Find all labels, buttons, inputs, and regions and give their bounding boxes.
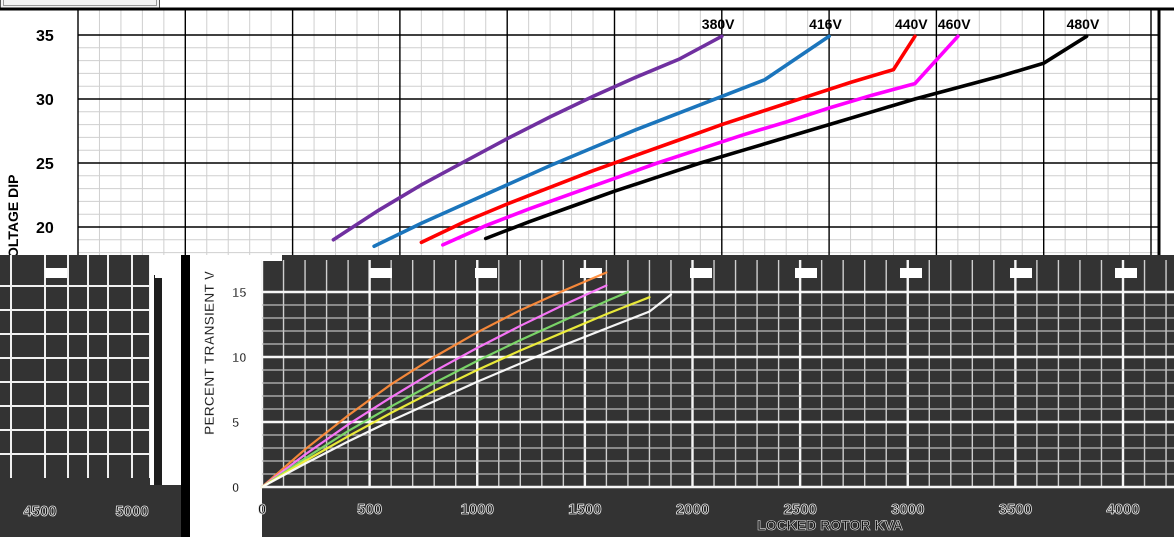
top-y-axis-label: OLTAGE DIP — [5, 175, 21, 258]
bottom-x-tick-label: 500 — [357, 501, 382, 518]
bottom-top-tick-block — [1010, 268, 1032, 278]
bottom-x-axis-label: LOCKED ROTOR KVA — [757, 517, 903, 533]
bottom-top-tick-block — [45, 268, 67, 278]
bottom-left-fragment — [0, 255, 190, 537]
top-y-tick-label: 20 — [36, 220, 54, 237]
bottom-y-tick-label: 15 — [232, 285, 246, 300]
bottom-x-tick-label: 1000 — [461, 501, 494, 518]
bottom-x-tick-label: 3500 — [999, 501, 1032, 518]
bottom-top-tick-block — [475, 268, 497, 278]
bottom-series-line-1 — [260, 271, 608, 489]
top-series-line-380V — [331, 34, 724, 242]
bottom-series-line-4 — [260, 296, 651, 489]
bottom-x-tick-label: 2500 — [783, 501, 816, 518]
bottom-x-tick-label: 1500 — [568, 501, 601, 518]
top-series-label-440V: 440V — [895, 16, 928, 32]
bottom-x-tick-label: 3000 — [891, 501, 924, 518]
bottom-top-tick-block — [155, 268, 177, 278]
voltage-dip-chart: 35 30 25 20 OLTAGE DIP 380V 416V 440V 460V 480V — [0, 7, 1174, 270]
top-series-label-416V: 416V — [809, 16, 842, 32]
bottom-series-line-3 — [260, 290, 629, 489]
top-series-label-380V: 380V — [702, 16, 735, 32]
bottom-x-tick-label: 4000 — [1106, 501, 1139, 518]
bottom-y-axis-panel — [190, 255, 262, 537]
bottom-top-tick-block — [580, 268, 602, 278]
left-x-tick-label: 5000 — [115, 503, 148, 520]
top-series-label-460V: 460V — [938, 16, 971, 32]
bottom-y-tick-label: 5 — [232, 415, 239, 430]
left-black-band — [181, 255, 190, 537]
top-series-line-480V — [483, 34, 1089, 241]
bottom-top-tick-block — [370, 268, 392, 278]
left-x-tick-label: 4500 — [23, 503, 56, 520]
top-y-tick-label: 35 — [36, 28, 54, 45]
bottom-top-tick-block — [795, 268, 817, 278]
top-series-line-460V — [441, 34, 960, 247]
bottom-series-line-5 — [260, 293, 673, 489]
bottom-top-tick-block — [1115, 268, 1137, 278]
bottom-top-tick-block — [690, 268, 712, 278]
bottom-plot-area — [45, 260, 1174, 489]
top-y-tick-label: 30 — [36, 92, 54, 109]
bottom-x-tick-label: 0 — [258, 501, 266, 518]
bottom-top-tick-block — [900, 268, 922, 278]
bottom-y-tick-label: 0 — [232, 480, 239, 495]
left-inner-band — [154, 275, 162, 485]
bottom-top-notch — [262, 255, 282, 261]
top-series-line-416V — [372, 34, 831, 248]
bottom-y-axis-label: PERCENT TRANSIENT V — [201, 270, 217, 435]
top-y-tick-label: 25 — [36, 156, 54, 173]
bottom-series-line-2 — [260, 284, 608, 489]
bottom-y-tick-label: 10 — [232, 350, 246, 365]
top-series-label-480V: 480V — [1067, 16, 1100, 32]
top-series-line-440V — [419, 34, 917, 245]
bottom-x-tick-label: 2000 — [676, 501, 709, 518]
